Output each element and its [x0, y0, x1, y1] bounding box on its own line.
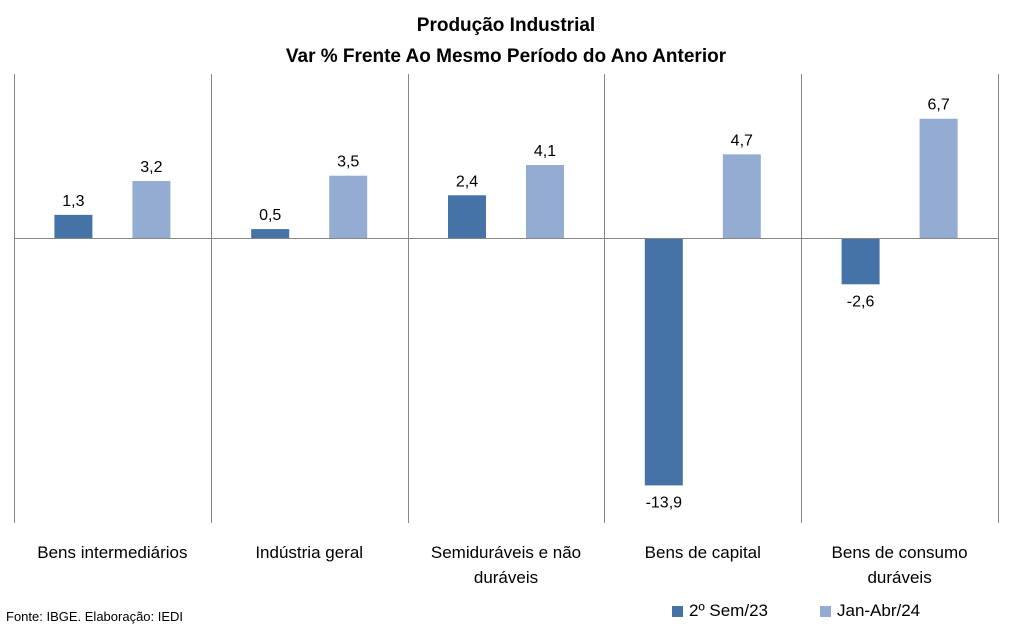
data-label-series-2: 6,7	[927, 97, 949, 114]
legend-label-series-1: 2º Sem/23	[689, 601, 768, 620]
bar-series-2	[329, 175, 368, 238]
legend-swatch-series-1	[672, 605, 683, 617]
bar-series-2	[132, 181, 171, 238]
category-label: Indústria geral	[255, 543, 363, 562]
chart-subtitle: Var % Frente Ao Mesmo Período do Ano Ant…	[286, 46, 727, 67]
bar-series-1	[251, 229, 290, 238]
bar-series-1	[448, 195, 486, 238]
category-label: Bens de capital	[645, 543, 761, 562]
data-label-series-2: 4,1	[534, 143, 556, 160]
legend: 2º Sem/23 Jan-Abr/24	[672, 601, 920, 621]
data-label-series-2: 4,7	[731, 132, 753, 149]
data-label-series-1: -2,6	[847, 293, 875, 310]
category-label: duráveis	[867, 568, 931, 587]
bar-series-1	[841, 238, 880, 285]
data-label-series-1: -13,9	[646, 494, 683, 511]
legend-item-series-1: 2º Sem/23	[672, 601, 768, 621]
legend-label-series-2: Jan-Abr/24	[836, 601, 921, 620]
data-label-series-1: 1,3	[62, 193, 84, 210]
bar-series-2	[722, 154, 761, 238]
source-note: Fonte: IBGE. Elaboração: IEDI	[6, 609, 184, 624]
category-label: Bens intermediários	[37, 543, 187, 562]
chart-title: Produção Industrial	[417, 15, 595, 36]
category-label: Bens de consumo	[832, 543, 968, 562]
legend-item-series-2: Jan-Abr/24	[819, 601, 921, 621]
category-label: duráveis	[474, 568, 538, 587]
bar-series-1	[644, 238, 683, 486]
data-label-series-1: 0,5	[259, 207, 281, 224]
bar-series-2	[919, 118, 958, 238]
bar-series-2	[526, 165, 564, 238]
plot-area: 1,3 0,5 2,4 -13,9 -2,6 3,2 3,5 4,1 4,7 6,7 Bens in…	[14, 74, 999, 587]
bar-series-1	[54, 214, 93, 238]
data-label-series-1: 2,4	[456, 173, 478, 190]
legend-swatch-series-2	[819, 605, 831, 617]
data-label-series-2: 3,2	[140, 159, 162, 176]
category-label: Semiduráveis e não	[431, 543, 581, 562]
data-label-series-2: 3,5	[337, 154, 359, 171]
